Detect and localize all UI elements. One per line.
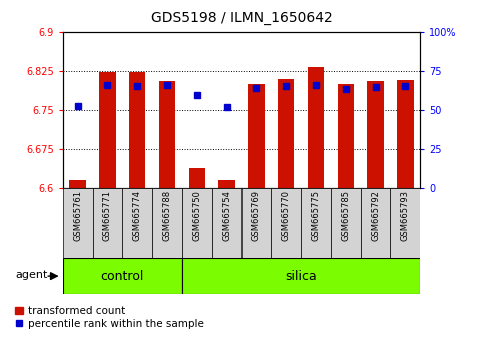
Text: GSM665771: GSM665771 (103, 190, 112, 241)
Bar (242, 188, 271, 258)
Bar (248, 84, 265, 188)
Bar (70, 180, 86, 188)
Text: agent: agent (15, 270, 48, 280)
Text: GSM665793: GSM665793 (401, 190, 410, 241)
Bar (189, 168, 205, 188)
Bar (63, 258, 182, 294)
Bar (338, 84, 354, 188)
Bar (368, 81, 384, 188)
Text: GSM665750: GSM665750 (192, 190, 201, 241)
Bar (182, 188, 212, 258)
Legend: transformed count, percentile rank within the sample: transformed count, percentile rank withi… (15, 306, 204, 329)
Bar (63, 188, 93, 258)
Bar (182, 258, 420, 294)
Text: GSM665754: GSM665754 (222, 190, 231, 241)
Bar (331, 188, 361, 258)
Bar (397, 80, 413, 188)
Text: GSM665792: GSM665792 (371, 190, 380, 241)
Text: control: control (100, 270, 144, 282)
Text: GSM665769: GSM665769 (252, 190, 261, 241)
Bar (129, 72, 145, 188)
Text: GSM665770: GSM665770 (282, 190, 291, 241)
Bar (361, 188, 390, 258)
Text: GSM665775: GSM665775 (312, 190, 320, 241)
Bar (99, 72, 115, 188)
Text: GSM665788: GSM665788 (163, 190, 171, 241)
Bar (390, 188, 420, 258)
Bar (271, 188, 301, 258)
Text: silica: silica (285, 270, 317, 282)
Text: GSM665785: GSM665785 (341, 190, 350, 241)
Bar (308, 67, 324, 188)
Bar (218, 180, 235, 188)
Text: GSM665761: GSM665761 (73, 190, 82, 241)
Bar (122, 188, 152, 258)
Text: GSM665774: GSM665774 (133, 190, 142, 241)
Bar (212, 188, 242, 258)
Bar (278, 79, 294, 188)
Bar (301, 188, 331, 258)
Bar (159, 81, 175, 188)
Bar (93, 188, 122, 258)
Bar (152, 188, 182, 258)
Text: GDS5198 / ILMN_1650642: GDS5198 / ILMN_1650642 (151, 11, 332, 25)
